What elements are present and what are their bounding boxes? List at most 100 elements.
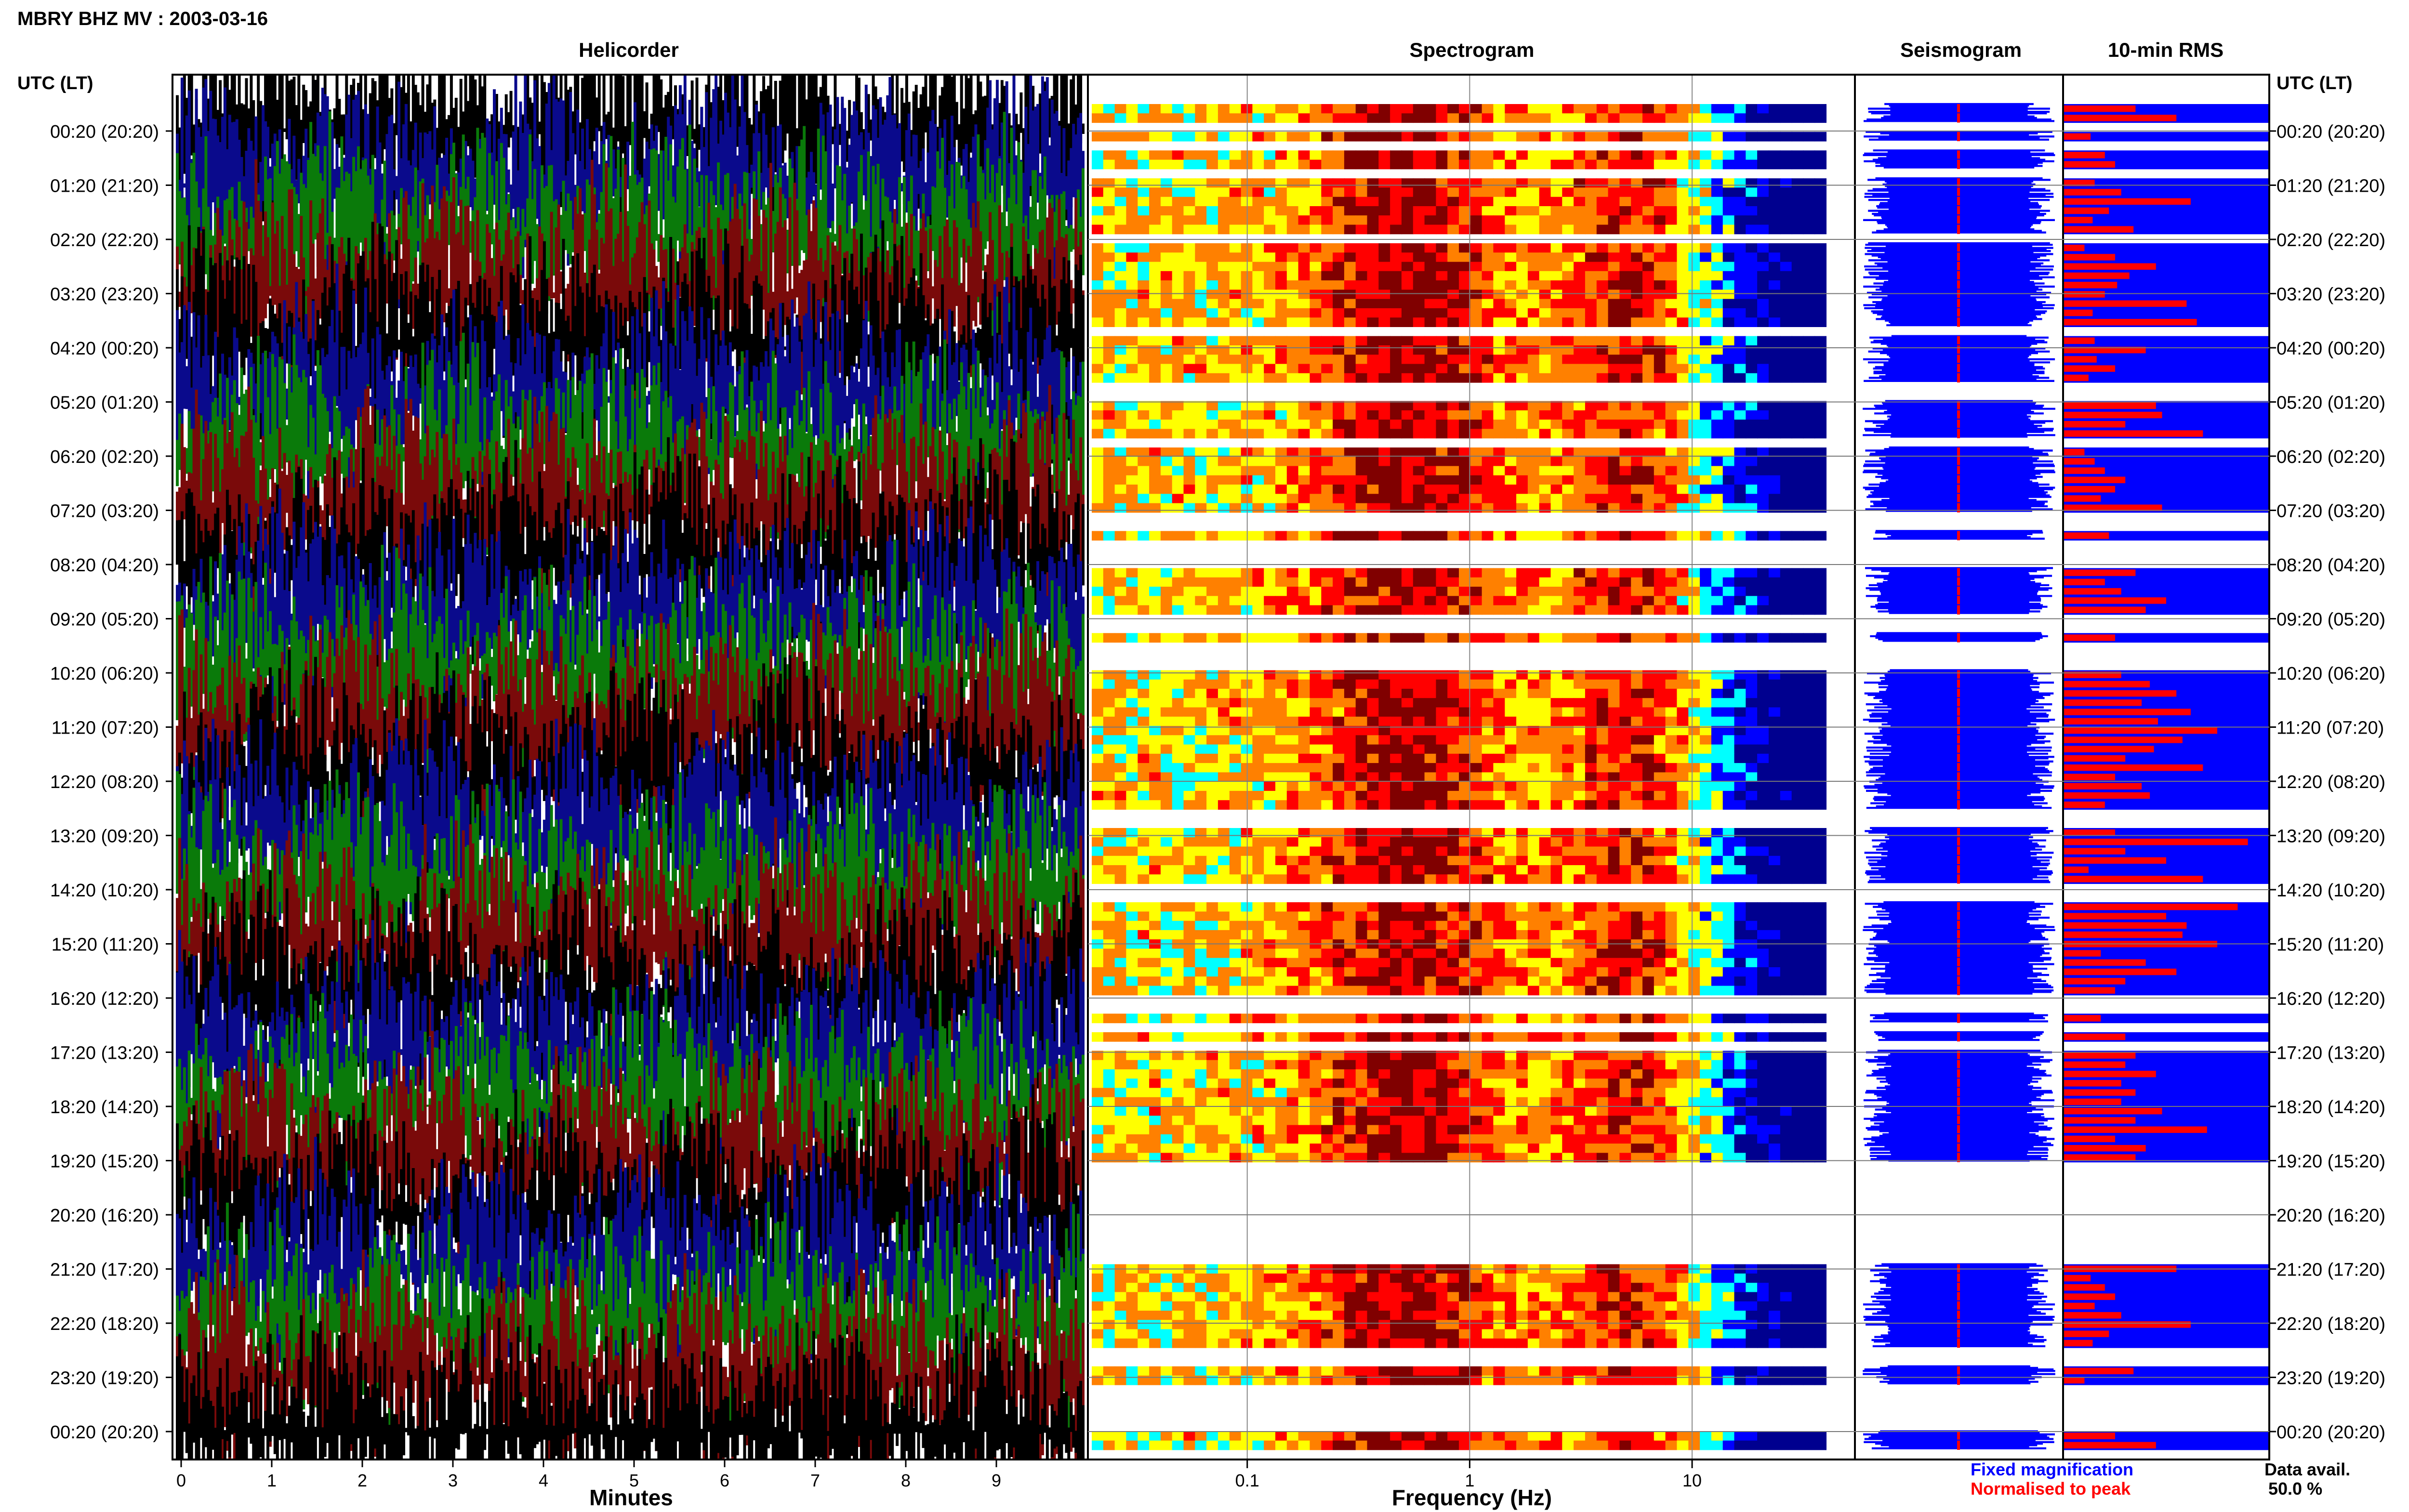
spectrogram-cell bbox=[1149, 930, 1161, 940]
spectrogram-cell bbox=[1482, 865, 1494, 875]
spectrogram-cell bbox=[1505, 587, 1517, 596]
spectrogram-cell bbox=[1791, 772, 1804, 782]
spectrogram-cell bbox=[1160, 271, 1173, 281]
spectrogram-cell bbox=[1596, 243, 1609, 253]
spectrogram-cell bbox=[1665, 299, 1678, 309]
spectrogram-cell bbox=[1413, 790, 1425, 801]
spectrogram-cell bbox=[1527, 735, 1540, 745]
spectrogram-cell bbox=[1768, 215, 1781, 225]
spectrogram-cell bbox=[1642, 224, 1655, 235]
spectrogram-cell bbox=[1527, 215, 1540, 225]
spectrogram-cell bbox=[1138, 224, 1150, 235]
spectrogram-cell bbox=[1126, 781, 1138, 791]
spectrogram-cell bbox=[1149, 633, 1161, 643]
spectrogram-cell bbox=[1160, 224, 1173, 235]
spectrogram-cell bbox=[1149, 215, 1161, 225]
spectrogram-cell bbox=[1596, 753, 1609, 763]
spectrogram-cell bbox=[1126, 355, 1138, 365]
spectrogram-cell bbox=[1608, 828, 1620, 838]
spectrogram-cell bbox=[1722, 781, 1735, 791]
spectrogram-cell bbox=[1470, 280, 1482, 290]
spectrogram-cell bbox=[1436, 113, 1448, 123]
spectrogram-cell bbox=[1527, 772, 1540, 782]
spectrogram-cell bbox=[1585, 150, 1597, 160]
spectrogram-cell bbox=[1183, 726, 1196, 736]
spectrogram-cell bbox=[1814, 948, 1827, 959]
spectrogram-cell bbox=[1619, 837, 1632, 847]
spectrogram-cell bbox=[1665, 355, 1678, 365]
spectrogram-cell bbox=[1195, 726, 1207, 736]
spectrogram-cell bbox=[1677, 958, 1689, 968]
spectrogram-cell bbox=[1378, 373, 1391, 383]
spectrogram-cell bbox=[1149, 206, 1161, 216]
spectrogram-cell bbox=[1631, 846, 1643, 856]
spectrogram-cell bbox=[1516, 104, 1528, 114]
spectrogram-cell bbox=[1688, 503, 1701, 513]
spectrogram-cell bbox=[1482, 753, 1494, 763]
spectrogram-cell bbox=[1722, 1032, 1735, 1042]
spectrogram-cell bbox=[1539, 280, 1551, 290]
spectrogram-cell bbox=[1378, 289, 1391, 300]
spectrogram-cell bbox=[1195, 503, 1207, 513]
spectrogram-cell bbox=[1493, 466, 1506, 476]
spectrogram-cell bbox=[1688, 605, 1701, 615]
spectrogram-cell bbox=[1401, 104, 1414, 114]
spectrogram-cell bbox=[1550, 280, 1563, 290]
spectrogram-cell bbox=[1310, 920, 1322, 931]
spectrogram-cell bbox=[1677, 466, 1689, 476]
spectrogram-cell bbox=[1585, 197, 1597, 207]
spectrogram-cell bbox=[1092, 911, 1104, 921]
spectrogram-cell bbox=[1103, 735, 1115, 745]
spectrogram-cell bbox=[1218, 948, 1230, 959]
spectrogram-cell bbox=[1206, 373, 1218, 383]
spectrogram-cell bbox=[1126, 986, 1138, 996]
spectrogram-cell bbox=[1711, 587, 1723, 596]
spectrogram-cell bbox=[1550, 716, 1563, 726]
spectrogram-cell bbox=[1585, 707, 1597, 717]
spectrogram-cell bbox=[1700, 726, 1712, 736]
spectrogram-cell bbox=[1218, 485, 1230, 494]
spectrogram-cell bbox=[1677, 317, 1689, 327]
spectrogram-cell bbox=[1103, 874, 1115, 884]
spectrogram-cell bbox=[1527, 131, 1540, 142]
spectrogram-cell bbox=[1103, 753, 1115, 763]
spectrogram-cell bbox=[1527, 187, 1540, 197]
spectrogram-cell bbox=[1103, 299, 1115, 309]
spectrogram-cell bbox=[1527, 911, 1540, 921]
spectrogram-cell bbox=[1482, 420, 1494, 429]
spectrogram-cell bbox=[1355, 596, 1368, 606]
spectrogram-cell bbox=[1252, 1013, 1265, 1024]
spectrogram-cell bbox=[1619, 790, 1632, 801]
spectrogram-cell bbox=[1768, 781, 1781, 791]
spectrogram-cell bbox=[1711, 707, 1723, 717]
spectrogram-cell bbox=[1183, 670, 1196, 680]
spectrogram-cell bbox=[1711, 150, 1723, 160]
spectrogram-cell bbox=[1229, 874, 1242, 884]
spectrogram-cell bbox=[1229, 837, 1242, 847]
spectrogram-cell bbox=[1585, 587, 1597, 596]
spectrogram-cell bbox=[1436, 401, 1448, 411]
spectrogram-cell bbox=[1447, 707, 1459, 717]
spectrogram-cell bbox=[1596, 726, 1609, 736]
spectrogram-cell bbox=[1390, 837, 1402, 847]
spectrogram-cell bbox=[1401, 215, 1414, 225]
spectrogram-cell bbox=[1103, 187, 1115, 197]
spectrogram-cell bbox=[1114, 271, 1127, 281]
spectrogram-cell bbox=[1493, 790, 1506, 801]
spectrogram-cell bbox=[1229, 958, 1242, 968]
spectrogram-cell bbox=[1160, 670, 1173, 680]
spectrogram-cell bbox=[1677, 104, 1689, 114]
spectrogram-cell bbox=[1585, 373, 1597, 383]
spectrogram-cell bbox=[1114, 289, 1127, 300]
spectrogram-cell bbox=[1734, 874, 1747, 884]
spectrogram-cell bbox=[1550, 131, 1563, 142]
spectrogram-cell bbox=[1114, 447, 1127, 457]
spectrogram-cell bbox=[1114, 159, 1127, 170]
spectrogram-cell bbox=[1734, 587, 1747, 596]
spectrogram-cell bbox=[1688, 429, 1701, 439]
spectrogram-cell bbox=[1218, 299, 1230, 309]
spectrogram-cell bbox=[1275, 781, 1287, 791]
spectrogram-cell bbox=[1527, 1051, 1540, 1061]
spectrogram-cell bbox=[1310, 902, 1322, 912]
spectrogram-cell bbox=[1401, 587, 1414, 596]
